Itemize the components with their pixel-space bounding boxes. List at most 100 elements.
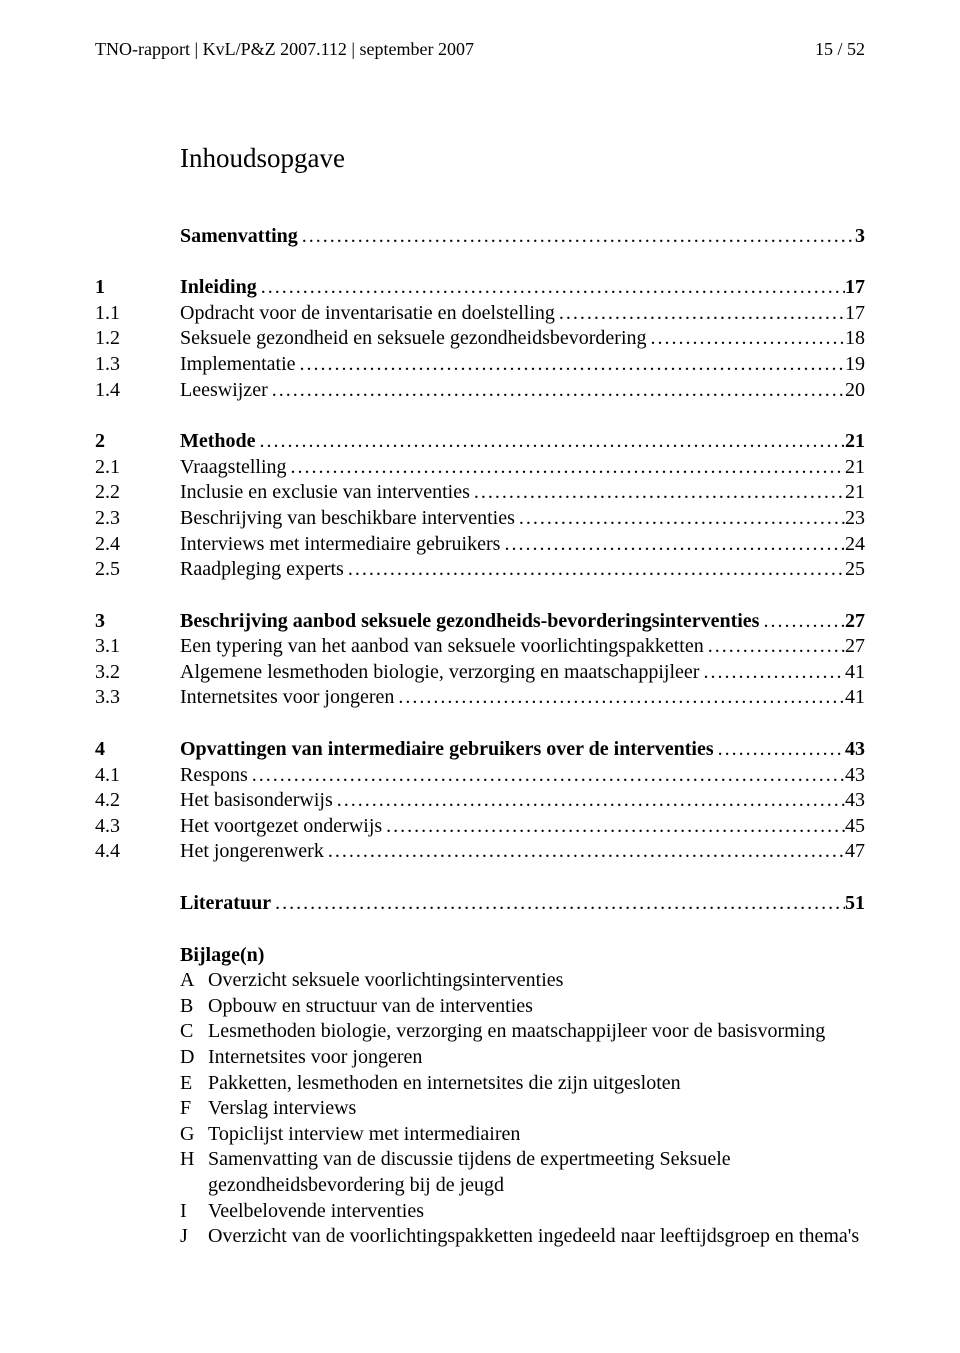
toc-leader-dots: ........................................… [555, 301, 845, 327]
toc-entry: 1.4Leeswijzer...........................… [95, 378, 865, 404]
appendix-item: HSamenvatting van de discussie tijdens d… [180, 1147, 865, 1198]
toc-entry-number: 2.4 [95, 532, 180, 558]
toc-entry-number: 1.4 [95, 378, 180, 404]
toc-leader-dots: ........................................… [333, 788, 845, 814]
toc-entry-text: Beschrijving van beschikbare interventie… [180, 506, 515, 532]
appendix-text: Internetsites voor jongeren [208, 1045, 865, 1071]
toc-leader-dots: ........................................… [699, 660, 845, 686]
toc-entry-number: 3 [95, 609, 180, 635]
toc-entry: 4.1Respons..............................… [95, 763, 865, 789]
toc-entry-number: 4 [95, 737, 180, 763]
appendix-list: AOverzicht seksuele voorlichtingsinterve… [180, 968, 865, 1250]
document-page: TNO-rapport | KvL/P&Z 2007.112 | septemb… [0, 0, 960, 1310]
toc-entry: 1.1Opdracht voor de inventarisatie en do… [95, 301, 865, 327]
toc-entry-page: 17 [845, 301, 865, 327]
appendix-item: CLesmethoden biologie, verzorging en maa… [180, 1019, 865, 1045]
toc-entry-text: Samenvatting [180, 224, 298, 250]
toc-entry-page: 23 [845, 506, 865, 532]
toc-leader-dots: ........................................… [271, 891, 845, 917]
toc-leader-dots: ........................................… [704, 634, 845, 660]
toc-entry: 3Beschrijving aanbod seksuele gezondheid… [95, 609, 865, 635]
toc-leader-dots: ........................................… [500, 532, 845, 558]
toc-entry-page: 21 [845, 480, 865, 506]
toc-entry-text: Methode [180, 429, 256, 455]
toc-entry-number: 1.1 [95, 301, 180, 327]
toc-entry: 4.3Het voortgezet onderwijs.............… [95, 814, 865, 840]
toc-block: Literatuur..............................… [95, 891, 865, 917]
toc-entry-number: 1 [95, 275, 180, 301]
toc-entry-text: Opvattingen van intermediaire gebruikers… [180, 737, 714, 763]
toc-entry-text: Interviews met intermediaire gebruikers [180, 532, 500, 558]
toc-entry-number: 4.4 [95, 839, 180, 865]
toc-leader-dots: ........................................… [382, 814, 845, 840]
appendix-text: Verslag interviews [208, 1096, 865, 1122]
toc-entry-text: Leeswijzer [180, 378, 268, 404]
toc-entry-number: 1.2 [95, 326, 180, 352]
toc-entry-page: 43 [845, 737, 865, 763]
toc-entry-page: 41 [845, 685, 865, 711]
toc-leader-dots: ........................................… [268, 378, 845, 404]
toc-block: 3Beschrijving aanbod seksuele gezondheid… [95, 609, 865, 711]
toc-entry-page: 19 [845, 352, 865, 378]
toc-entry-page: 27 [845, 634, 865, 660]
toc-entry-page: 3 [855, 224, 865, 250]
appendix-text: Opbouw en structuur van de interventies [208, 994, 865, 1020]
appendix-text: Topiclijst interview met intermediairen [208, 1122, 865, 1148]
appendix-letter: F [180, 1096, 208, 1122]
toc-entry-text: Respons [180, 763, 248, 789]
toc-entry-text: Raadpleging experts [180, 557, 344, 583]
toc-entry-number: 2 [95, 429, 180, 455]
toc-entry-text: Inclusie en exclusie van interventies [180, 480, 470, 506]
toc-entry-text: Het jongerenwerk [180, 839, 324, 865]
appendix-item: JOverzicht van de voorlichtingspakketten… [180, 1224, 865, 1250]
toc-entry-number: 3.1 [95, 634, 180, 660]
toc-entry: 2Methode................................… [95, 429, 865, 455]
appendix-item: EPakketten, lesmethoden en internetsites… [180, 1071, 865, 1097]
toc-block: 4Opvattingen van intermediaire gebruiker… [95, 737, 865, 865]
toc-leader-dots: ........................................… [470, 480, 845, 506]
appendix-letter: H [180, 1147, 208, 1198]
appendix-item: BOpbouw en structuur van de interventies [180, 994, 865, 1020]
toc-leader-dots: ........................................… [515, 506, 845, 532]
toc-leader-dots: ........................................… [344, 557, 845, 583]
toc-entry-text: Beschrijving aanbod seksuele gezondheids… [180, 609, 759, 635]
appendix-text: Overzicht van de voorlichtingspakketten … [208, 1224, 865, 1250]
appendix-text: Veelbelovende interventies [208, 1199, 865, 1225]
appendix-letter: D [180, 1045, 208, 1071]
toc-leader-dots: ........................................… [714, 737, 845, 763]
toc-entry-number: 3.3 [95, 685, 180, 711]
header-left: TNO-rapport | KvL/P&Z 2007.112 | septemb… [95, 38, 474, 61]
toc-entry: 1Inleiding..............................… [95, 275, 865, 301]
appendix-text: Lesmethoden biologie, verzorging en maat… [208, 1019, 865, 1045]
toc-entry-page: 47 [845, 839, 865, 865]
toc-leader-dots: ........................................… [324, 839, 845, 865]
toc-entry: 1.2Seksuele gezondheid en seksuele gezon… [95, 326, 865, 352]
toc-entry: 2.4Interviews met intermediaire gebruike… [95, 532, 865, 558]
appendix-item: GTopiclijst interview met intermediairen [180, 1122, 865, 1148]
appendix-letter: B [180, 994, 208, 1020]
toc-title: Inhoudsopgave [180, 141, 865, 176]
toc-entry: 2.3Beschrijving van beschikbare interven… [95, 506, 865, 532]
toc-container: Samenvatting............................… [95, 224, 865, 917]
appendix-item: FVerslag interviews [180, 1096, 865, 1122]
appendix-letter: E [180, 1071, 208, 1097]
toc-entry-page: 51 [845, 891, 865, 917]
page-header: TNO-rapport | KvL/P&Z 2007.112 | septemb… [95, 38, 865, 61]
toc-entry-page: 24 [845, 532, 865, 558]
toc-leader-dots: ........................................… [257, 275, 845, 301]
toc-entry: 2.1Vraagstelling........................… [95, 455, 865, 481]
toc-entry: 2.2Inclusie en exclusie van interventies… [95, 480, 865, 506]
toc-block: 1Inleiding..............................… [95, 275, 865, 403]
toc-entry-page: 21 [845, 429, 865, 455]
appendix-text: Overzicht seksuele voorlichtingsinterven… [208, 968, 865, 994]
toc-leader-dots: ........................................… [298, 224, 855, 250]
toc-entry: 4.2Het basisonderwijs...................… [95, 788, 865, 814]
toc-entry-text: Inleiding [180, 275, 257, 301]
toc-entry: 2.5Raadpleging experts..................… [95, 557, 865, 583]
toc-leader-dots: ........................................… [647, 326, 845, 352]
toc-entry-text: Implementatie [180, 352, 296, 378]
appendix-item: IVeelbelovende interventies [180, 1199, 865, 1225]
appendix-title: Bijlage(n) [180, 943, 865, 969]
toc-leader-dots: ........................................… [287, 455, 845, 481]
toc-entry: 1.3Implementatie........................… [95, 352, 865, 378]
